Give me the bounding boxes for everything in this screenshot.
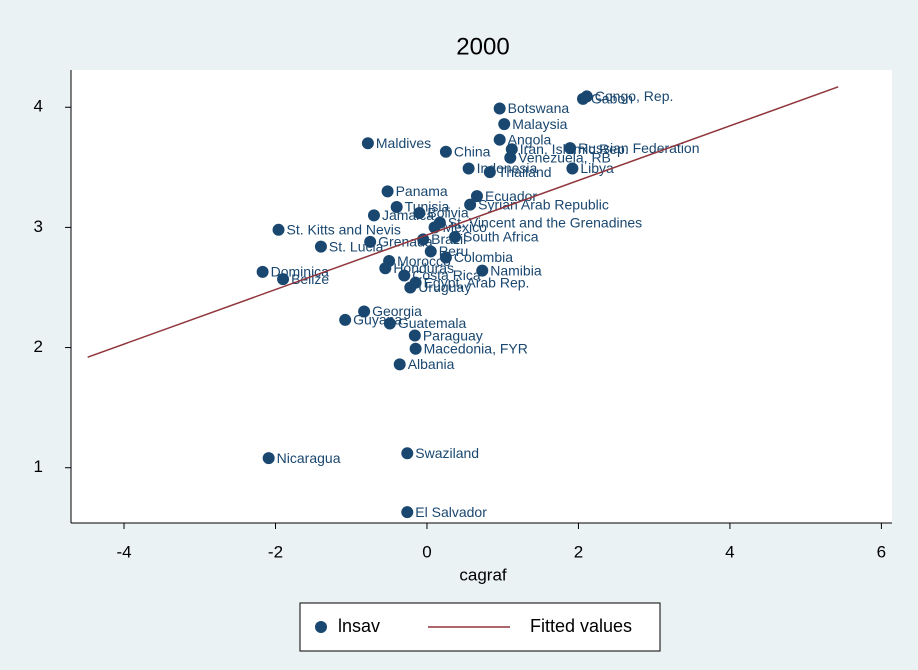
- point-label: Albania: [408, 356, 455, 372]
- point: [439, 145, 452, 158]
- legend-label: lnsav: [338, 616, 380, 636]
- point: [409, 342, 422, 355]
- point-label: Guatemala: [398, 315, 467, 331]
- point-label: St. Vincent and the Grenadines: [448, 214, 642, 230]
- point: [476, 264, 489, 277]
- point-label: Morocco: [397, 253, 451, 269]
- point: [504, 151, 517, 164]
- point: [262, 452, 275, 465]
- x-tick-label: 4: [725, 542, 734, 561]
- point-label: Panama: [396, 183, 448, 199]
- point-label: Gabon: [591, 91, 633, 107]
- point: [566, 162, 579, 175]
- point: [256, 265, 269, 278]
- point-label: Bolivia: [427, 205, 468, 221]
- x-tick-label: 6: [877, 542, 886, 561]
- point: [470, 190, 483, 203]
- point: [498, 118, 511, 131]
- point: [393, 358, 406, 371]
- point: [483, 166, 496, 179]
- point-label: Libya: [580, 160, 614, 176]
- point: [417, 233, 430, 246]
- x-tick-label: 0: [422, 542, 431, 561]
- point-label: Angola: [508, 131, 552, 147]
- point: [439, 251, 452, 264]
- point-label: Botswana: [508, 100, 570, 116]
- point-label: Russian Federation: [578, 140, 699, 156]
- point: [493, 102, 506, 115]
- point: [493, 133, 506, 146]
- point: [364, 235, 377, 248]
- point-label: Macedonia, FYR: [424, 340, 528, 356]
- point-label: Maldives: [376, 135, 431, 151]
- point-label: Swaziland: [415, 445, 479, 461]
- point: [404, 281, 417, 294]
- x-tick-label: 2: [574, 542, 583, 561]
- point-label: Colombia: [454, 249, 513, 265]
- point-label: Mexico: [443, 219, 488, 235]
- plot-area: [71, 70, 892, 523]
- point: [383, 317, 396, 330]
- point-label: South Africa: [463, 229, 539, 245]
- point: [564, 142, 577, 155]
- point: [424, 245, 437, 258]
- y-tick-label: 1: [34, 457, 43, 476]
- point: [408, 329, 421, 342]
- point-label: Belize: [291, 271, 329, 287]
- point: [314, 240, 327, 253]
- point-label: Congo, Rep.: [595, 88, 674, 104]
- x-tick-label: -2: [268, 542, 283, 561]
- point-label: Brazil: [431, 231, 466, 247]
- point-label: Thailand: [498, 164, 552, 180]
- point: [361, 137, 374, 150]
- point-label: Peru: [439, 243, 469, 259]
- point-label: Uruguay: [418, 279, 471, 295]
- point: [272, 223, 285, 236]
- point: [339, 313, 352, 326]
- x-tick-label: -4: [116, 542, 131, 561]
- y-tick-label: 4: [34, 97, 43, 116]
- point-label: Namibia: [490, 262, 542, 278]
- point: [358, 305, 371, 318]
- y-tick-label: 3: [34, 217, 43, 236]
- point-label: Nicaragua: [277, 450, 341, 466]
- point: [464, 198, 477, 211]
- point-label: St. Kitts and Nevis: [287, 222, 401, 238]
- chart-title: 2000: [456, 33, 509, 60]
- point: [413, 206, 426, 219]
- point: [367, 209, 380, 222]
- point: [401, 506, 414, 519]
- point-label: Egypt, Arab Rep.: [424, 274, 530, 290]
- point-label: China: [454, 143, 491, 159]
- fit-line: [87, 86, 839, 358]
- legend-marker: [315, 621, 327, 633]
- point: [398, 269, 411, 282]
- point: [381, 185, 394, 198]
- y-tick-label: 2: [34, 337, 43, 356]
- legend-label: Fitted values: [530, 616, 632, 636]
- point-label: Costa Rica: [412, 267, 481, 283]
- x-axis-title: cagraf: [459, 565, 507, 584]
- point: [277, 273, 290, 286]
- point: [576, 92, 589, 105]
- point: [379, 262, 392, 275]
- point-label: Honduras: [393, 260, 454, 276]
- point: [390, 200, 403, 213]
- point: [462, 162, 475, 175]
- point-label: Syrian Arab Republic: [478, 196, 609, 212]
- point-label: Georgia: [372, 303, 422, 319]
- point-label: Paraguay: [423, 327, 483, 343]
- point-label: Malaysia: [512, 116, 567, 132]
- point-label: Venezuela, RB: [518, 149, 611, 165]
- point: [448, 231, 461, 244]
- point-label: El Salvador: [415, 504, 487, 520]
- point: [401, 447, 414, 460]
